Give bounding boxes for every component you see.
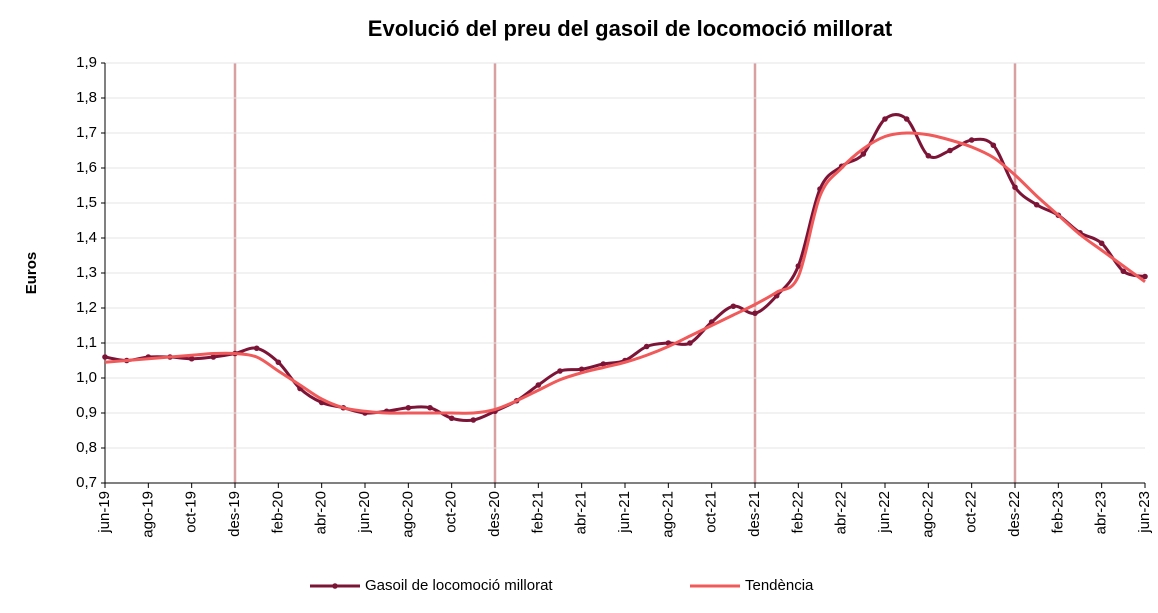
series-marker (730, 303, 737, 310)
y-tick-label: 1,4 (76, 229, 97, 246)
x-tick-label: feb-21 (529, 491, 546, 534)
x-tick-label: abr-22 (833, 491, 850, 534)
x-tick-label: des-21 (746, 491, 763, 537)
series-marker (795, 263, 802, 269)
legend-label: Tendència (745, 577, 814, 594)
series-marker (210, 354, 217, 360)
x-tick-label: ago-22 (919, 491, 936, 538)
y-tick-label: 1,9 (76, 54, 97, 71)
x-tick-label: des-19 (226, 491, 243, 537)
series-marker (860, 151, 867, 157)
x-tick-label: jun-22 (876, 491, 893, 534)
y-tick-label: 1,7 (76, 124, 97, 141)
y-tick-label: 0,9 (76, 404, 97, 421)
x-tick-label: ago-20 (399, 491, 416, 538)
series-marker (990, 142, 997, 149)
y-tick-label: 1,6 (76, 159, 97, 176)
x-tick-label: des-22 (1006, 491, 1023, 537)
series-marker (643, 343, 650, 350)
x-tick-label: jun-20 (356, 491, 373, 534)
x-tick-label: feb-22 (789, 491, 806, 534)
series-marker (1120, 268, 1127, 275)
series-marker (188, 355, 195, 362)
x-tick-label: jun-23 (1136, 491, 1153, 534)
series-marker (1142, 273, 1148, 280)
x-tick-label: oct-22 (963, 491, 980, 533)
y-tick-label: 1,5 (76, 194, 97, 211)
series-marker (405, 404, 412, 411)
series-marker (427, 404, 433, 411)
series-marker (470, 417, 477, 423)
series-marker (535, 382, 542, 388)
x-tick-label: feb-20 (269, 491, 286, 534)
series-marker (968, 137, 975, 143)
series-marker (752, 310, 758, 317)
y-tick-label: 1,1 (76, 334, 97, 351)
series-line (104, 131, 1146, 415)
series-marker (275, 359, 282, 366)
series-marker (557, 368, 563, 374)
series-marker (102, 354, 108, 360)
x-tick-label: oct-21 (703, 491, 720, 533)
y-tick-label: 1,3 (76, 264, 97, 281)
series-marker (882, 116, 888, 122)
x-tick-label: abr-20 (313, 491, 330, 534)
x-tick-label: feb-23 (1049, 491, 1066, 534)
x-tick-label: ago-19 (139, 491, 156, 538)
y-tick-label: 0,8 (76, 439, 97, 456)
x-tick-label: abr-23 (1093, 491, 1110, 534)
series-marker (578, 366, 585, 373)
series-marker (903, 116, 910, 122)
series-marker (687, 340, 693, 346)
x-tick-label: oct-20 (443, 491, 460, 533)
chart-title: Evolució del preu del gasoil de locomoci… (368, 16, 893, 41)
series-line (104, 113, 1146, 423)
legend-marker (332, 583, 338, 589)
series-marker (925, 152, 932, 159)
x-tick-label: oct-19 (183, 491, 200, 533)
x-tick-label: ago-21 (659, 491, 676, 538)
series-marker (600, 361, 607, 367)
y-tick-label: 1,0 (76, 369, 97, 386)
y-tick-label: 0,7 (76, 474, 97, 491)
x-tick-label: abr-21 (573, 491, 590, 534)
series-marker (1012, 184, 1018, 191)
y-tick-label: 1,2 (76, 299, 97, 316)
legend-label: Gasoil de locomoció millorat (365, 577, 553, 594)
series-marker (1098, 240, 1105, 247)
series-marker (253, 345, 260, 352)
y-tick-label: 1,8 (76, 89, 97, 106)
series-marker (448, 415, 455, 422)
series-marker (947, 147, 953, 154)
y-axis-label: Euros (23, 252, 40, 295)
x-tick-label: des-20 (486, 491, 503, 537)
series-marker (1033, 201, 1040, 208)
x-tick-label: jun-19 (96, 491, 113, 534)
x-tick-label: jun-21 (616, 491, 633, 534)
